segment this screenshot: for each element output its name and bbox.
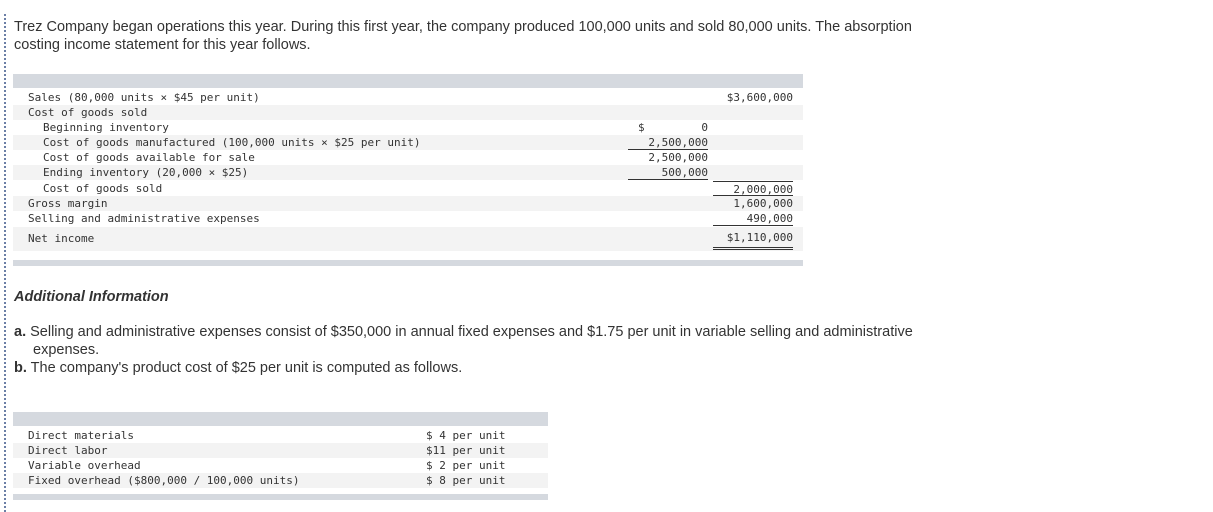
table-header-bar [13, 412, 548, 426]
intro-paragraph: Trez Company began operations this year.… [14, 19, 912, 53]
row-ending-inventory: Ending inventory (20,000 × $25) 500,000 [13, 165, 803, 180]
row-beginning-inventory: Beginning inventory $ 0 [43, 121, 708, 134]
additional-info-title: Additional Information [14, 289, 169, 305]
table-row: Direct labor $11 per unit [13, 443, 548, 458]
table-row: Variable overhead $ 2 per unit [28, 459, 506, 472]
info-item-a: a. Selling and administrative expenses c… [14, 324, 913, 358]
table-row: Fixed overhead ($800,000 / 100,000 units… [13, 473, 548, 488]
table-footer-bar [13, 494, 548, 500]
row-cost-manufactured: Cost of goods manufactured (100,000 unit… [13, 135, 803, 150]
info-item-b: b. The company's product cost of $25 per… [14, 360, 463, 376]
row-selling-admin: Selling and administrative expenses 490,… [28, 212, 793, 226]
product-cost-table: Direct materials $ 4 per unit Direct lab… [13, 412, 548, 500]
left-dotted-border [4, 14, 6, 512]
row-cost-of-goods-sold: Cost of goods sold 2,000,000 [43, 181, 793, 196]
row-gross-margin: Gross margin 1,600,000 [13, 196, 803, 211]
income-statement-table: Sales (80,000 units × $45 per unit) $3,6… [13, 74, 803, 266]
table-header-bar [13, 74, 803, 88]
row-cogs-header: Cost of goods sold [13, 105, 803, 120]
row-cost-available: Cost of goods available for sale 2,500,0… [43, 151, 708, 164]
row-net-income: Net income $1,110,000 [13, 227, 803, 251]
table-row: Direct materials $ 4 per unit [28, 429, 506, 442]
row-sales: Sales (80,000 units × $45 per unit) $3,6… [28, 91, 793, 104]
table-footer-bar [13, 260, 803, 266]
